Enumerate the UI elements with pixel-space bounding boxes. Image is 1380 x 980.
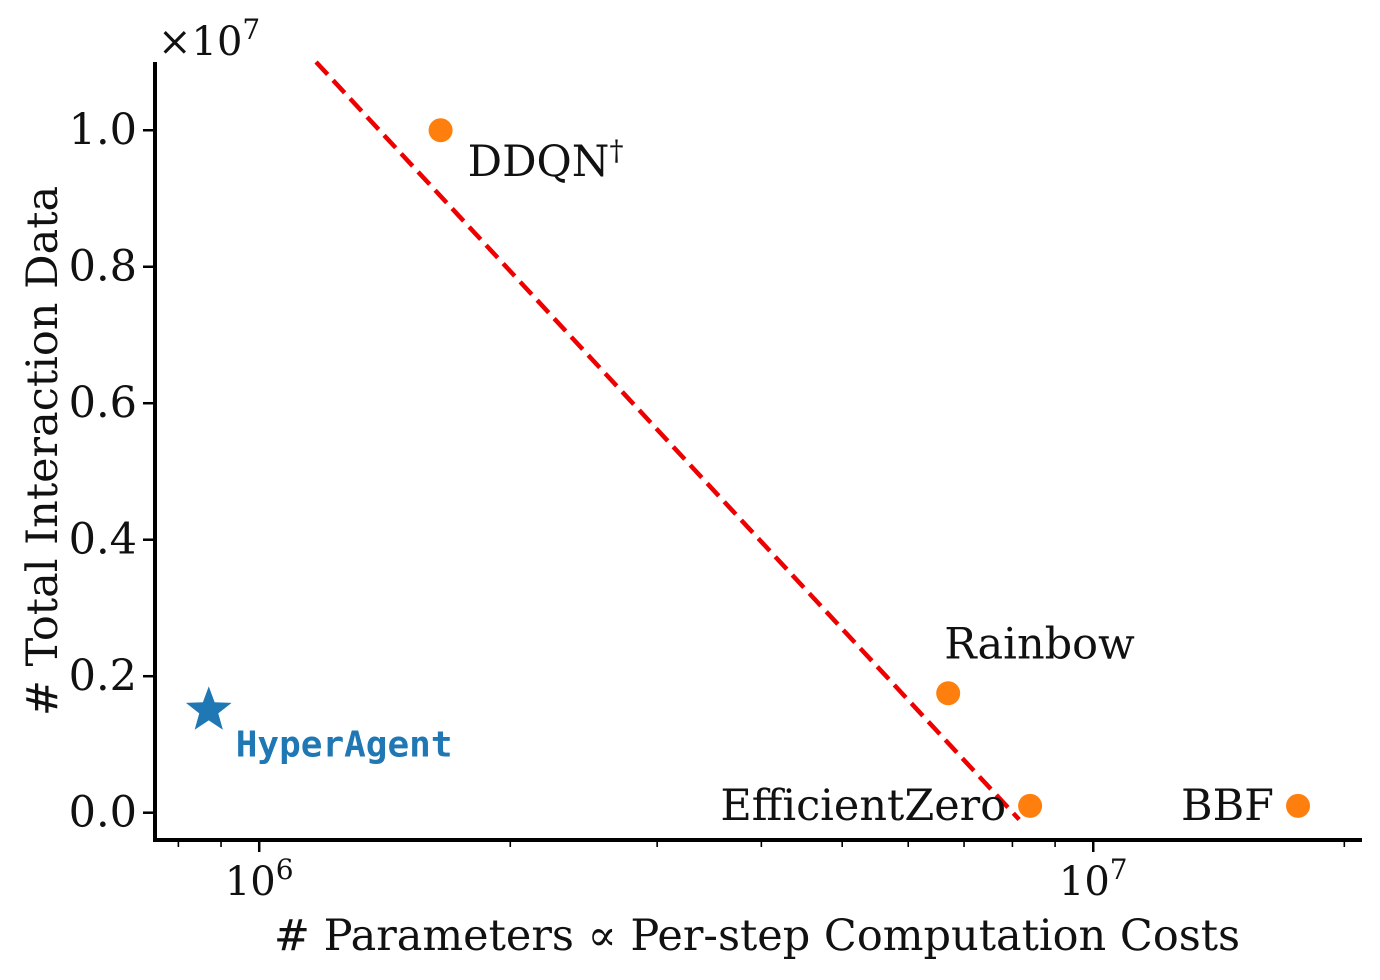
y-axis-label: # Total Interaction Data xyxy=(18,186,68,716)
y-multiplier-exp: 7 xyxy=(242,13,260,46)
plot-area xyxy=(185,60,1311,822)
y-tick-label: 0.2 xyxy=(69,651,137,701)
y-multiplier-prefix: ×10 xyxy=(158,19,242,65)
y-tick-label: 0.6 xyxy=(69,378,137,428)
y-tick-label: 0.0 xyxy=(69,788,137,838)
point-label: EfficientZero xyxy=(720,781,1006,831)
data-point xyxy=(936,681,961,706)
point-labels: DDQN† Rainbow EfficientZero BBF HyperAgent xyxy=(236,134,1274,831)
y-tick-label: 0.4 xyxy=(69,515,137,565)
axes xyxy=(153,62,1362,842)
point-label: DDQN† xyxy=(468,134,624,187)
x-tick-label: 107 xyxy=(1059,853,1128,905)
trend-line xyxy=(314,60,1021,822)
ticks: 0.0 0.2 0.4 0.6 0.8 1.0 106 107 xyxy=(69,105,1346,905)
x-axis-label: # Parameters ∝ Per-step Computation Cost… xyxy=(274,911,1240,961)
point-label: BBF xyxy=(1181,781,1274,831)
point-label: HyperAgent xyxy=(236,724,453,765)
point-label: Rainbow xyxy=(944,619,1135,669)
x-tick-label: 106 xyxy=(225,853,294,905)
data-point xyxy=(1018,793,1043,818)
y-tick-label: 0.8 xyxy=(69,242,137,292)
data-point-star xyxy=(185,686,232,730)
y-tick-label: 1.0 xyxy=(69,105,137,155)
y-multiplier: ×107 xyxy=(158,13,260,65)
data-point xyxy=(428,118,453,143)
data-point xyxy=(1286,793,1311,818)
